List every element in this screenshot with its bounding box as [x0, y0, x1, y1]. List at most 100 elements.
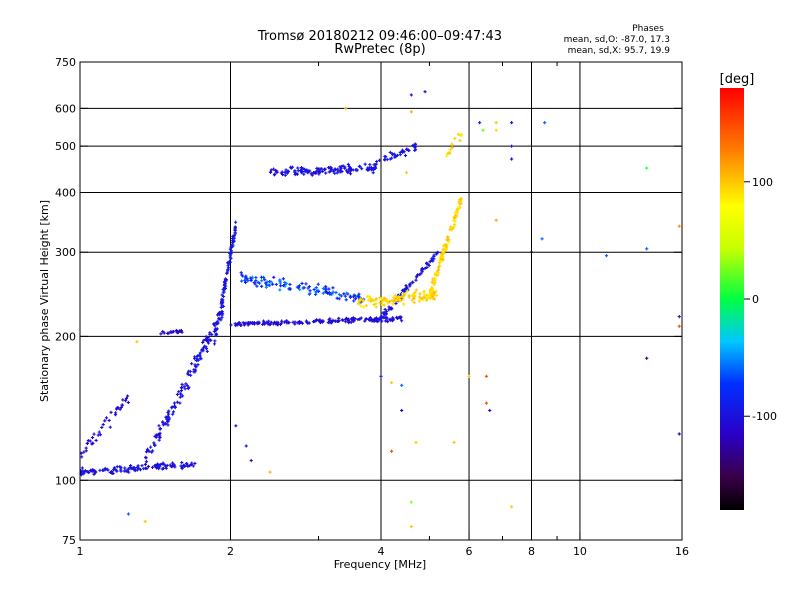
data-point: [343, 294, 347, 298]
data-point: [457, 205, 461, 209]
data-point: [411, 292, 415, 296]
data-point: [153, 434, 157, 439]
data-point: [363, 162, 367, 166]
data-point: [414, 275, 419, 279]
data-point: [420, 296, 424, 301]
data-point: [226, 266, 231, 270]
data-point: [222, 288, 226, 292]
data-point: [255, 322, 259, 326]
data-point: [109, 410, 113, 414]
data-point: [395, 153, 400, 157]
data-point: [372, 319, 376, 323]
data-point: [111, 468, 116, 472]
data-point: [249, 458, 253, 463]
data-point: [233, 228, 237, 232]
data-point: [136, 464, 140, 468]
data-point: [467, 374, 471, 378]
data-point: [307, 321, 311, 325]
data-point: [174, 328, 178, 333]
data-point: [143, 519, 147, 524]
data-point: [274, 282, 278, 287]
data-point: [229, 323, 233, 327]
data-point: [431, 293, 435, 297]
data-point: [186, 372, 190, 377]
data-point: [195, 357, 199, 361]
data-point: [306, 286, 310, 290]
data-point: [381, 297, 385, 302]
data-point: [333, 167, 337, 171]
data-point: [167, 331, 171, 335]
data-point: [437, 258, 442, 262]
data-point: [411, 143, 415, 148]
data-point: [124, 469, 128, 473]
y-tick-label: 75: [62, 534, 76, 547]
data-point: [268, 470, 272, 474]
data-point: [409, 525, 413, 529]
data-point: [212, 329, 217, 334]
data-point: [170, 465, 174, 469]
data-point: [374, 305, 378, 309]
data-point: [337, 292, 341, 297]
x-axis-ticks: 1 2 4 6 8 10 16: [77, 532, 689, 558]
data-point: [361, 299, 365, 303]
data-point: [327, 318, 331, 322]
data-point: [297, 284, 302, 288]
data-point: [175, 331, 179, 335]
data-point: [171, 463, 175, 467]
data-point: [205, 349, 209, 353]
data-point: [353, 317, 357, 321]
data-point: [192, 368, 196, 372]
data-point: [334, 290, 338, 295]
data-point: [140, 464, 144, 468]
data-point: [82, 450, 86, 454]
data-point: [331, 286, 335, 290]
data-point: [81, 470, 85, 474]
data-point: [314, 318, 319, 322]
data-point: [271, 282, 275, 286]
data-point: [105, 467, 109, 471]
data-point: [286, 321, 290, 325]
data-point: [417, 299, 421, 303]
data-point: [316, 288, 320, 293]
data-point: [368, 316, 372, 320]
data-point: [431, 259, 435, 263]
data-point: [220, 293, 224, 297]
data-point: [400, 295, 404, 299]
data-point: [125, 394, 130, 398]
data-point: [119, 405, 123, 410]
data-point: [283, 173, 287, 177]
data-point: [335, 171, 339, 175]
data-point: [677, 324, 681, 328]
data-point: [272, 275, 276, 279]
data-point: [245, 321, 249, 325]
data-point: [80, 466, 84, 470]
data-point: [268, 170, 273, 174]
data-point: [414, 278, 418, 282]
data-point: [285, 282, 289, 286]
data-point: [450, 146, 454, 150]
data-point: [604, 254, 609, 258]
data-point: [190, 362, 194, 366]
data-point: [283, 280, 287, 285]
data-point: [413, 147, 418, 151]
data-point: [171, 412, 175, 416]
data-point: [413, 142, 417, 146]
data-point: [224, 278, 229, 282]
data-point: [284, 168, 288, 172]
data-point: [129, 467, 133, 471]
data-point: [312, 287, 316, 292]
data-point: [288, 282, 292, 286]
data-point: [157, 424, 161, 428]
data-point: [157, 467, 161, 471]
data-point: [377, 158, 382, 162]
data-point: [233, 322, 237, 326]
data-point: [402, 302, 406, 306]
data-point: [366, 298, 371, 302]
data-point: [234, 424, 238, 428]
data-point: [162, 331, 166, 335]
data-point: [437, 266, 441, 270]
data-point: [215, 327, 219, 331]
data-point: [196, 363, 200, 367]
data-point: [402, 294, 406, 298]
data-point: [340, 318, 344, 322]
